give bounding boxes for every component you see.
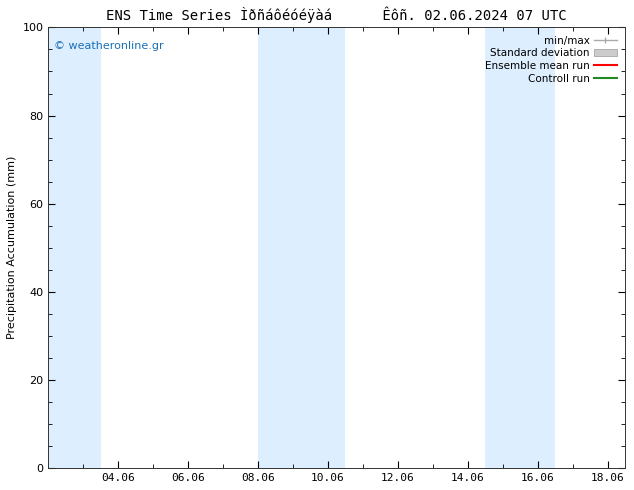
Y-axis label: Precipitation Accumulation (mm): Precipitation Accumulation (mm): [7, 156, 17, 340]
Bar: [48, 27, 101, 468]
Text: © weatheronline.gr: © weatheronline.gr: [54, 41, 164, 50]
Bar: [258, 27, 346, 468]
Bar: [485, 27, 555, 468]
Legend: min/max, Standard deviation, Ensemble mean run, Controll run: min/max, Standard deviation, Ensemble me…: [482, 33, 620, 87]
Title: ENS Time Series Ìðñáôéóéÿàá      Êôñ. 02.06.2024 07 UTC: ENS Time Series Ìðñáôéóéÿàá Êôñ. 02.06.2…: [107, 7, 567, 24]
